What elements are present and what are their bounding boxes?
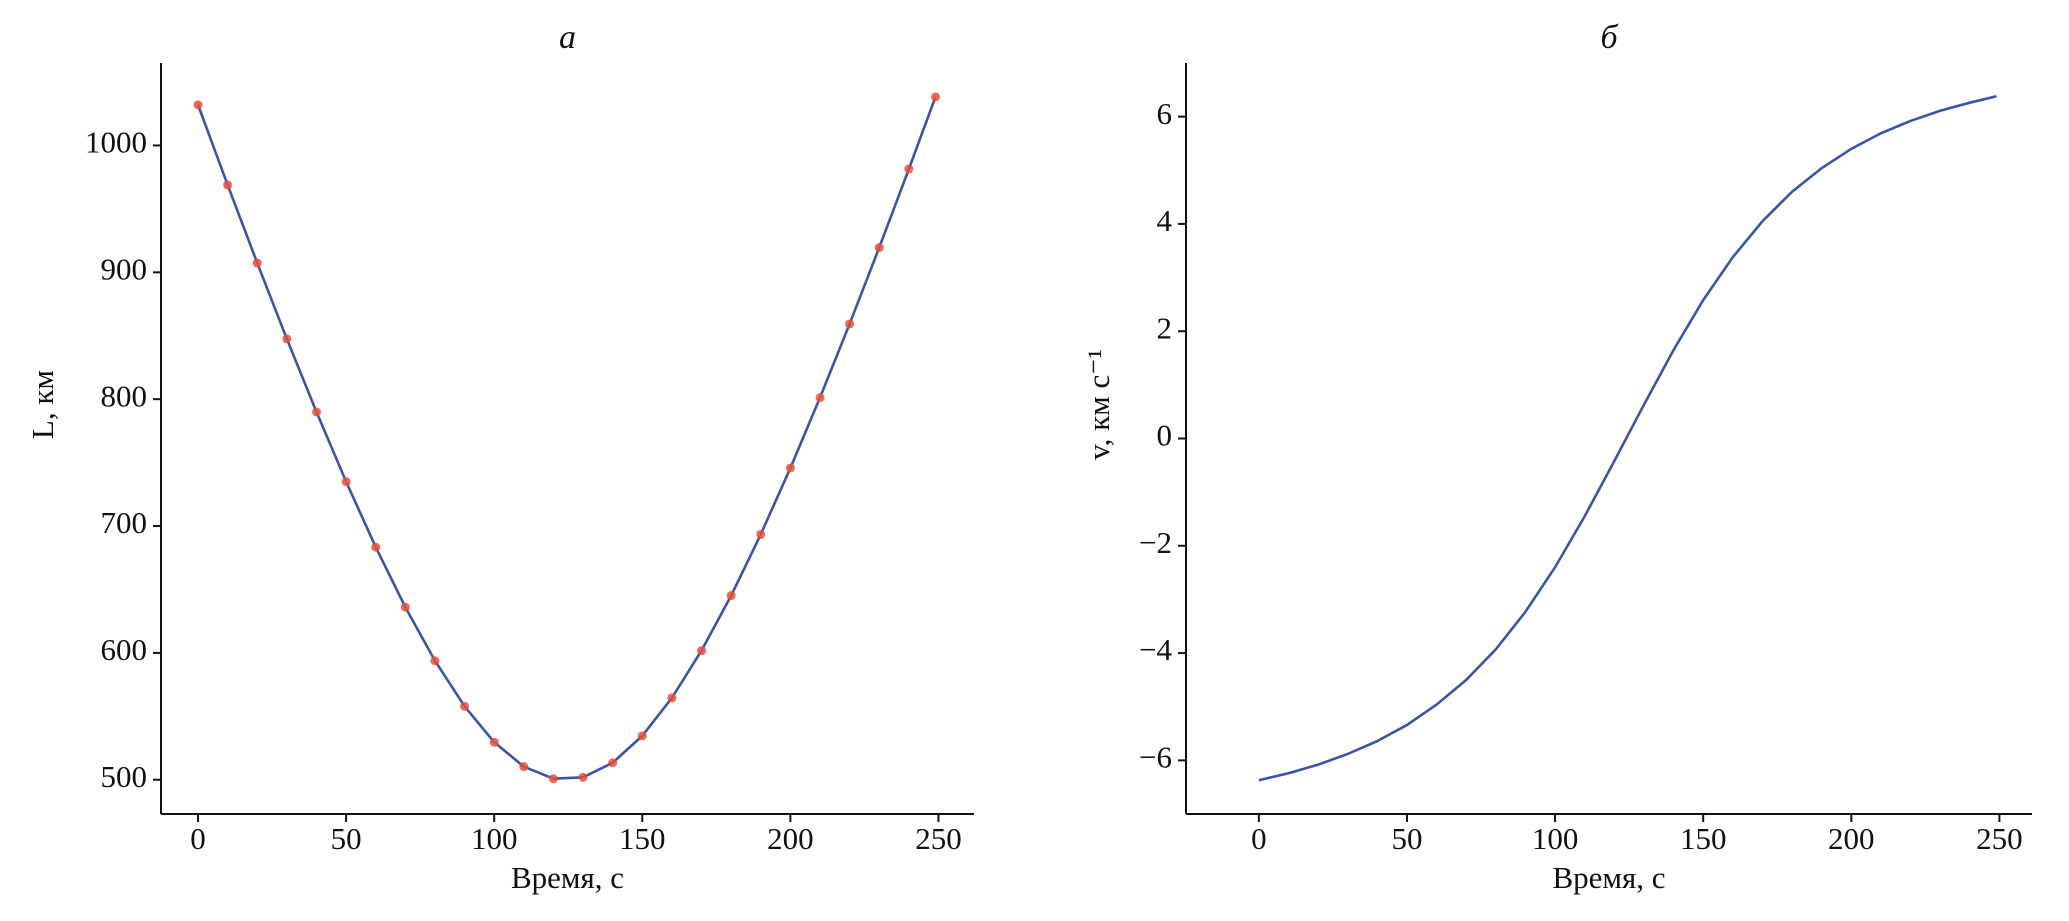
data-point (845, 319, 855, 329)
data-point (904, 164, 914, 174)
y-tick-label: 6 (1157, 96, 1173, 131)
data-point (815, 393, 825, 403)
data-point (252, 258, 262, 268)
y-tick-label: 2 (1157, 310, 1173, 345)
x-tick-label: 150 (1680, 821, 1727, 856)
y-tick-label: 800 (101, 378, 148, 413)
y-tick-label: 900 (101, 251, 148, 286)
data-point (193, 100, 203, 110)
data-point (874, 243, 884, 253)
data-line (196, 96, 937, 781)
data-point (371, 542, 381, 552)
x-tick-label: 100 (1532, 821, 1579, 856)
chart-title: б (1600, 19, 1619, 56)
x-axis-label: Время, с (511, 860, 624, 895)
data-point (578, 772, 588, 782)
y-tick-label: 500 (101, 759, 148, 794)
x-tick-label: 0 (1251, 821, 1267, 856)
chart-title: а (559, 19, 576, 56)
data-point (726, 591, 736, 601)
x-tick-label: 200 (1828, 821, 1875, 856)
data-point (756, 529, 766, 539)
data-point (341, 477, 351, 487)
y-tick-label: 0 (1157, 418, 1173, 453)
x-tick-label: 150 (619, 821, 666, 856)
x-tick-label: 50 (1391, 821, 1422, 856)
data-point (519, 762, 529, 772)
x-tick-label: 100 (471, 821, 518, 856)
x-axis-label: Время, с (1552, 860, 1665, 895)
data-point (430, 656, 440, 666)
y-tick-label: −2 (1139, 525, 1172, 560)
y-tick-label: −4 (1139, 632, 1172, 667)
y-tick-label: 4 (1157, 203, 1173, 238)
x-tick-label: 50 (331, 821, 362, 856)
data-point (311, 407, 321, 417)
data-point (489, 737, 499, 747)
data-point (667, 693, 677, 703)
y-tick-label: −6 (1139, 739, 1172, 774)
data-point (548, 774, 558, 784)
data-point (460, 701, 470, 711)
x-tick-label: 200 (767, 821, 814, 856)
x-tick-label: 0 (190, 821, 206, 856)
data-point (608, 758, 618, 768)
data-line (1258, 94, 1997, 782)
y-axis-label: L, км (25, 370, 60, 439)
data-point (930, 92, 940, 102)
data-point (282, 334, 292, 344)
y-tick-label: 700 (101, 505, 148, 540)
data-point (697, 646, 707, 656)
y-tick-label: 1000 (85, 125, 147, 160)
data-point (400, 602, 410, 612)
data-point (637, 731, 647, 741)
data-point (223, 180, 233, 190)
y-axis-label: v, км с⁻¹ (1081, 349, 1116, 460)
data-point (785, 463, 795, 473)
x-tick-label: 250 (1976, 821, 2023, 856)
x-tick-label: 250 (915, 821, 962, 856)
y-tick-label: 600 (101, 632, 148, 667)
